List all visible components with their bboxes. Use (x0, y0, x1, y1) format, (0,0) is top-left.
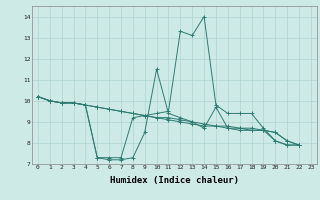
X-axis label: Humidex (Indice chaleur): Humidex (Indice chaleur) (110, 176, 239, 185)
